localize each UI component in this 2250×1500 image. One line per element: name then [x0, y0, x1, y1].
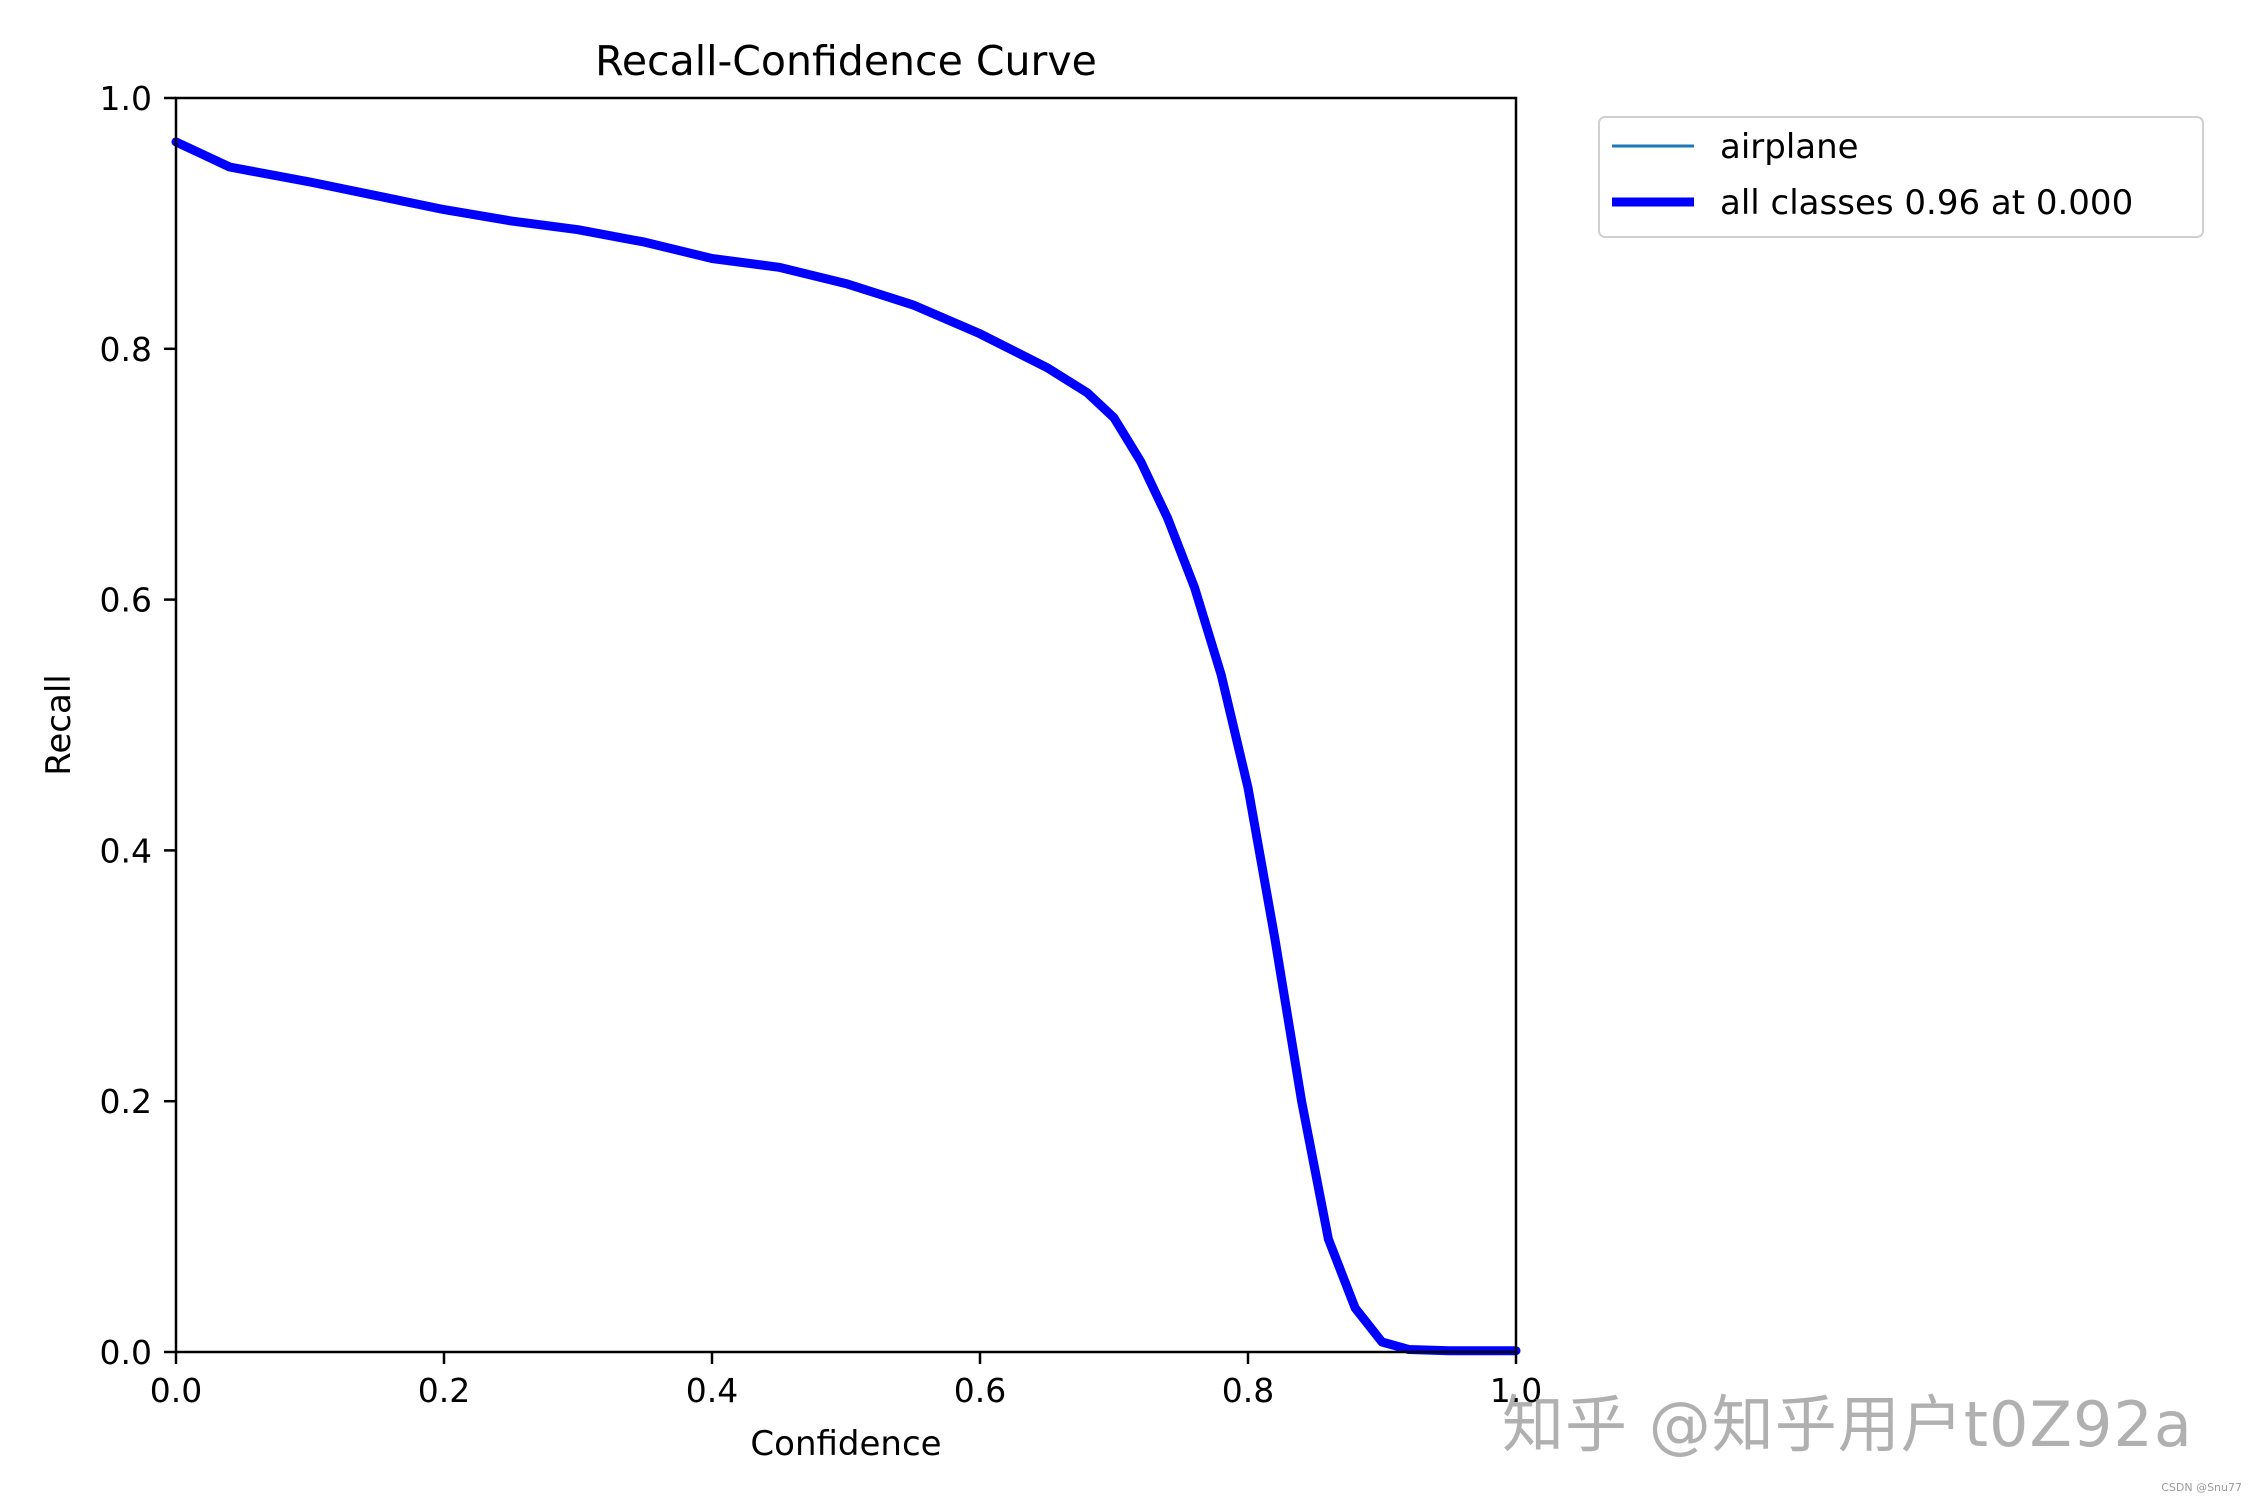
legend: airplane all classes 0.96 at 0.000 [1598, 116, 2204, 238]
x-tick-label: 0.6 [954, 1371, 1006, 1410]
y-axis-label: Recall [39, 674, 79, 775]
x-axis-ticks: 0.0 0.2 0.4 0.6 0.8 1.0 [150, 1352, 1542, 1410]
plot-area-frame [174, 96, 1518, 1354]
x-tick-label: 0.2 [418, 1371, 470, 1410]
chart-title: Recall-Confidence Curve [595, 37, 1097, 85]
legend-box [1598, 116, 2204, 238]
zhihu-watermark: 知乎 @知乎用户t0Z92a [1502, 1388, 2193, 1461]
y-tick-label: 0.6 [100, 581, 152, 620]
csdn-credit: CSDN @Snu77 [2161, 1481, 2242, 1494]
series-layer [171, 137, 1521, 1356]
legend-label-airplane: airplane [1720, 127, 1859, 167]
y-tick-label: 0.8 [100, 330, 152, 369]
y-tick-label: 0.4 [100, 831, 152, 870]
y-tick-label: 1.0 [100, 79, 152, 118]
y-tick-label: 0.0 [100, 1333, 152, 1372]
legend-label-all-classes: all classes 0.96 at 0.000 [1720, 183, 2133, 223]
series-line-all-classes [171, 137, 1521, 1356]
x-tick-label: 1.0 [1490, 1371, 1542, 1410]
x-tick-label: 0.8 [1222, 1371, 1274, 1410]
y-axis-ticks: 0.0 0.2 0.4 0.6 0.8 1.0 [100, 79, 176, 1372]
y-tick-label: 0.2 [100, 1082, 152, 1121]
x-tick-label: 0.0 [150, 1371, 202, 1410]
x-tick-label: 0.4 [686, 1371, 738, 1410]
x-axis-label: Confidence [750, 1424, 941, 1464]
